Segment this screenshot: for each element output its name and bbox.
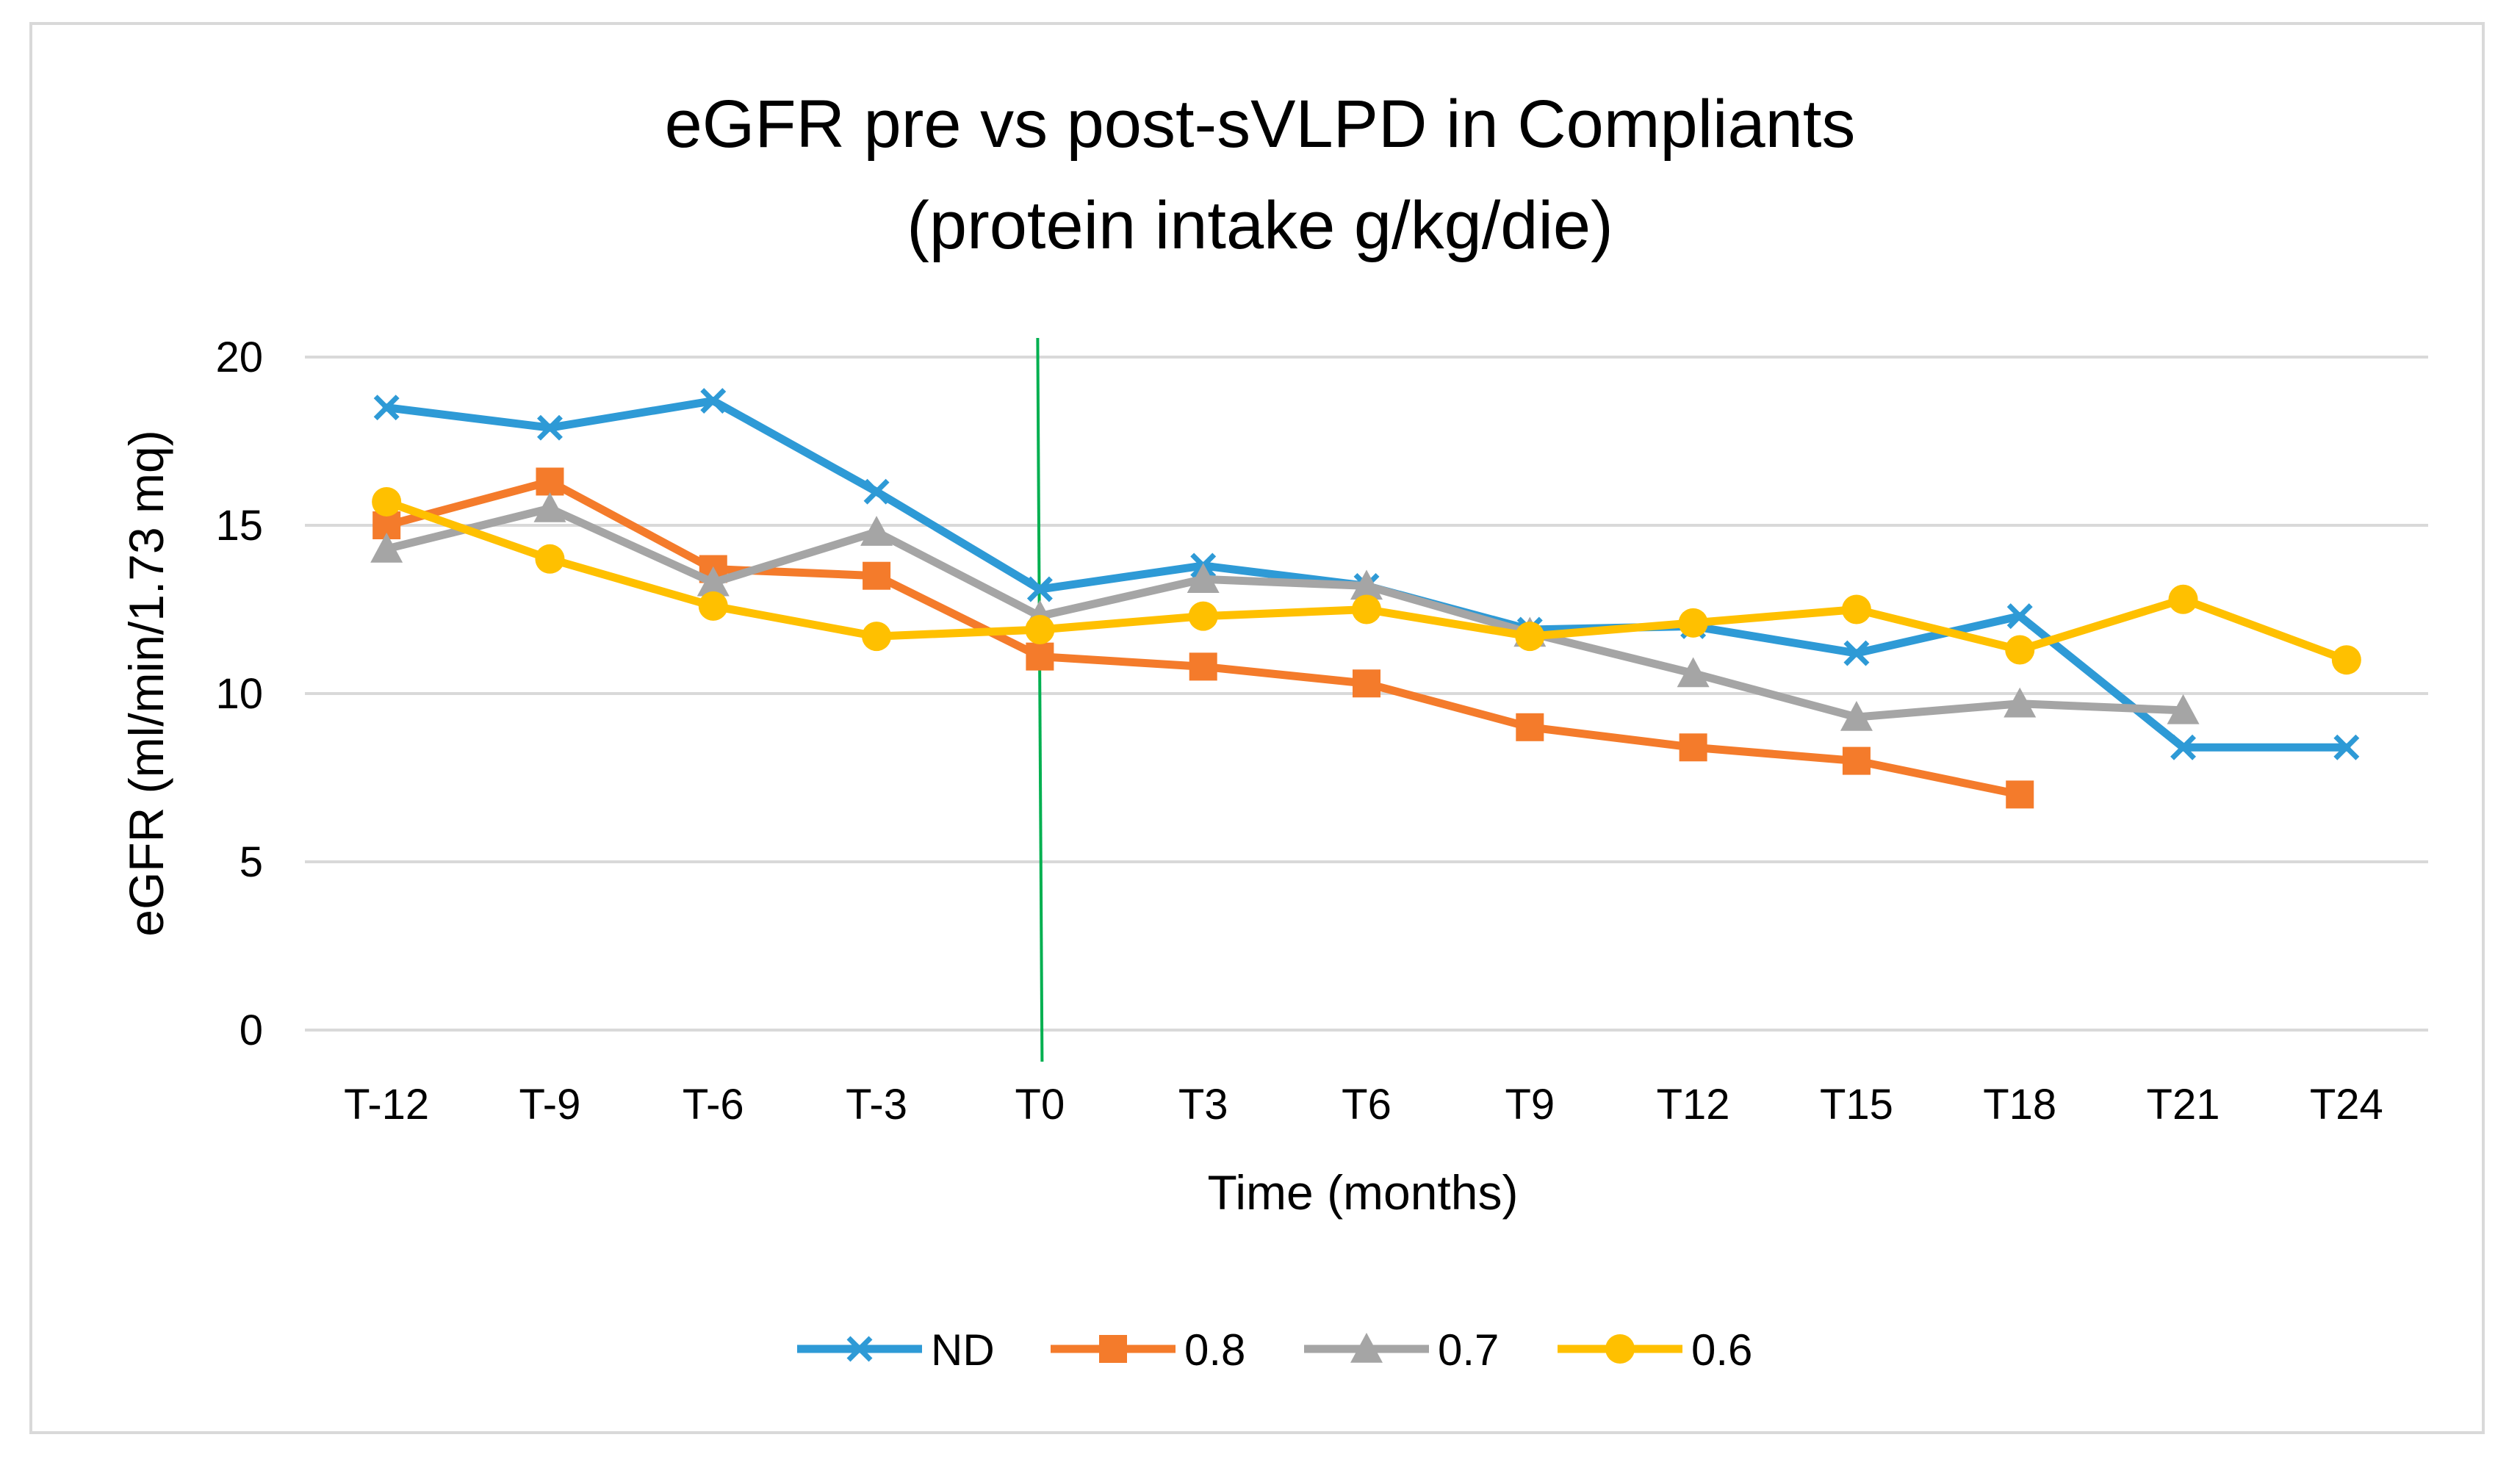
data-point-0.6-T15 xyxy=(1841,594,1871,624)
legend-entry-0.7: 0.7 xyxy=(1304,1325,1499,1375)
chart-title-line-2: (protein intake g/kg/die) xyxy=(907,188,1613,263)
legend: ND 0.8 0.7 0.6 xyxy=(797,1325,1752,1375)
legend-marker-0.8 xyxy=(1099,1335,1127,1363)
gridlines xyxy=(305,356,2428,1032)
data-point-0.7-T6 xyxy=(1350,569,1383,600)
legend-marker-0.7 xyxy=(1350,1333,1383,1363)
x-tick-label: T-9 xyxy=(519,1081,581,1129)
data-point-0.7-T18 xyxy=(2004,687,2037,718)
data-point-0.7-T21 xyxy=(2167,694,2200,724)
x-tick-label: T24 xyxy=(2310,1081,2383,1129)
legend-entry-ND: ND xyxy=(797,1325,995,1375)
chart-title-line-1: eGFR pre vs post-sVLPD in Compliants xyxy=(665,87,1856,162)
data-point-ND-T24 xyxy=(2333,734,2360,760)
data-point-0.7-T-9 xyxy=(533,492,566,522)
series-lines xyxy=(370,388,2361,809)
y-tick-label: 15 xyxy=(215,502,263,550)
data-point-ND-T0 xyxy=(1026,576,1053,602)
legend-label-ND: ND xyxy=(931,1325,995,1375)
data-point-0.7-T-3 xyxy=(860,516,893,546)
legend-marker-0.6 xyxy=(1605,1334,1635,1364)
data-point-0.8-T9 xyxy=(1516,713,1544,741)
data-point-ND-T18 xyxy=(2006,603,2033,630)
x-tick-label: T0 xyxy=(1015,1081,1065,1129)
data-point-0.8-T12 xyxy=(1679,733,1707,762)
x-tick-label: T12 xyxy=(1657,1081,1730,1129)
data-point-ND-T21 xyxy=(2170,734,2197,760)
data-point-0.6-T21 xyxy=(2168,584,2198,614)
x-tick-label: T-12 xyxy=(344,1081,429,1129)
data-point-0.6-T3 xyxy=(1188,601,1218,631)
data-point-0.6-T-12 xyxy=(372,486,402,516)
y-tick-label: 10 xyxy=(215,670,263,718)
data-point-0.8-T18 xyxy=(2006,780,2034,809)
x-axis-label: Time (months) xyxy=(1208,1165,1519,1220)
data-point-0.6-T6 xyxy=(1352,594,1381,624)
x-tick-label: T-3 xyxy=(846,1081,907,1129)
data-point-0.6-T18 xyxy=(2005,635,2035,665)
legend-marker-ND xyxy=(846,1336,873,1362)
data-point-0.6-T12 xyxy=(1678,608,1708,638)
legend-label-0.6: 0.6 xyxy=(1691,1325,1752,1375)
reference-line-t0 xyxy=(1036,337,1044,1062)
x-tick-label: T6 xyxy=(1342,1081,1392,1129)
x-tick-label: T21 xyxy=(2147,1081,2220,1129)
y-tick-label: 5 xyxy=(240,838,263,886)
data-point-0.6-T-9 xyxy=(535,544,565,574)
legend-entry-0.8: 0.8 xyxy=(1051,1325,1245,1375)
data-point-0.8-T6 xyxy=(1353,669,1380,698)
y-axis-label: eGFR (ml/min/1.73 mq) xyxy=(119,430,173,936)
x-tick-label: T9 xyxy=(1505,1081,1555,1129)
x-axis-ticks: T-12 T-9 T-6 T-3 T0 T3 T6 T9 T12 T15 T18 T21 T24 xyxy=(344,1081,2383,1129)
data-point-0.7-T-12 xyxy=(370,533,403,563)
x-tick-label: T15 xyxy=(1820,1081,1893,1129)
data-point-0.7-T-6 xyxy=(696,566,730,597)
data-point-0.8-T-3 xyxy=(863,561,891,590)
data-point-0.6-T24 xyxy=(2331,645,2361,675)
data-point-ND-T15 xyxy=(1843,640,1870,666)
legend-label-0.7: 0.7 xyxy=(1438,1325,1499,1375)
data-point-0.8-T-9 xyxy=(536,467,564,496)
data-point-0.6-T9 xyxy=(1515,622,1545,652)
reference-line-group xyxy=(1036,337,1044,1062)
data-point-0.7-T3 xyxy=(1187,563,1220,593)
data-point-0.6-T-3 xyxy=(862,622,892,652)
data-point-0.6-T-6 xyxy=(698,591,728,621)
y-tick-label: 20 xyxy=(215,334,263,381)
data-point-0.6-T0 xyxy=(1025,614,1055,644)
legend-entry-0.6: 0.6 xyxy=(1558,1325,1752,1375)
legend-label-0.8: 0.8 xyxy=(1184,1325,1245,1375)
data-point-ND-T-6 xyxy=(700,388,727,414)
y-tick-label: 0 xyxy=(240,1007,263,1054)
data-point-ND-T-9 xyxy=(536,414,563,441)
x-tick-label: T18 xyxy=(1983,1081,2056,1129)
data-point-ND-T-3 xyxy=(863,478,890,505)
y-axis-ticks: 0 5 10 15 20 xyxy=(215,334,263,1054)
data-point-0.7-T15 xyxy=(1840,701,1873,731)
data-point-ND-T-12 xyxy=(373,395,400,421)
data-point-0.8-T3 xyxy=(1189,652,1217,681)
series-0.6 xyxy=(372,486,2361,675)
chart-frame xyxy=(29,22,2485,1434)
data-point-0.7-T12 xyxy=(1677,657,1710,688)
series-line-0.7 xyxy=(382,504,2188,721)
data-point-0.8-T15 xyxy=(1842,746,1871,775)
x-tick-label: T3 xyxy=(1178,1081,1228,1129)
x-tick-label: T-6 xyxy=(683,1081,744,1129)
data-point-0.8-T0 xyxy=(1026,642,1054,671)
